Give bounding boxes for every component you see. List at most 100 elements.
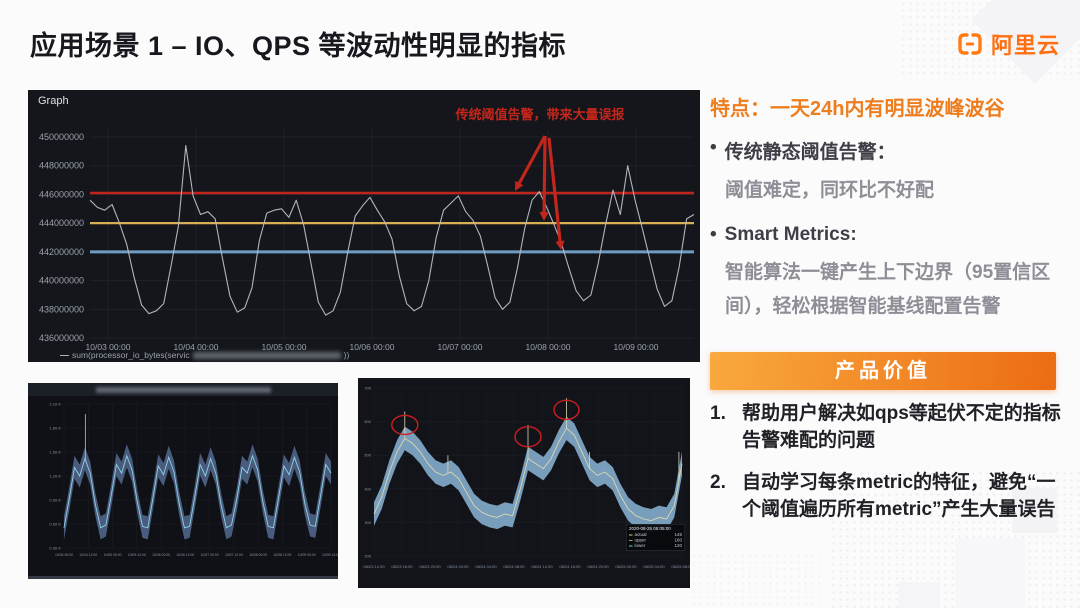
point-text: 帮助用户解决如qps等起伏不定的指标告警难配的问题 [742, 403, 1061, 451]
y-tick-label: 0.60 K [49, 522, 61, 527]
x-tick-label: 10/03 00:00 [86, 342, 131, 352]
bullet-traditional-threshold: • 传统静态阈值告警： [710, 137, 1060, 164]
y-tick-label: 1.80 K [49, 426, 61, 431]
x-tick-label: 10/09 00:00 [298, 553, 316, 557]
x-tick-label: 10/05 12:00 [128, 553, 146, 557]
y-tick-label: 0.90 K [49, 498, 61, 503]
bullet-description: 智能算法一键产生上下边界（95置信区间），轻松根据智能基线配置告警 [725, 262, 1051, 317]
bullet-marker: • [710, 137, 717, 158]
feature-text-column: 特点：一天24h内有明显波峰波谷 • 传统静态阈值告警： 阈值难定，同环比不好配… [710, 92, 1060, 324]
product-value-points: 1. 帮助用户解决如qps等起伏不定的指标告警难配的问题 2. 自动学习每条me… [710, 400, 1062, 538]
annotation-arrow-head [539, 211, 549, 221]
logo-brand-text: 阿里云 [990, 33, 1060, 58]
actual-series-line [373, 427, 683, 522]
y-tick-label: 1.50 K [49, 450, 61, 455]
panel-scrollbar [28, 576, 338, 579]
tooltip-row: upper 160 [629, 538, 682, 544]
alert-annotation-text: 传统阈值告警，带来大量误报 [455, 107, 625, 122]
x-tick-label: 08/23 12:00 [363, 564, 385, 569]
y-tick-label: 2.10 K [49, 402, 61, 407]
bullet-marker: • [710, 224, 717, 245]
corner-square-decor [1012, 488, 1057, 533]
grafana-main-chart-panel: 450000000 448000000 446000000 444000000 4420… [28, 90, 700, 362]
y-tick-label: 438000000 [39, 304, 84, 314]
x-tick-label: 08/25 08:00 [671, 564, 690, 569]
x-tick-label: 10/05 00:00 [262, 342, 307, 352]
product-value-point: 1. 帮助用户解决如qps等起伏不定的指标告警难配的问题 [710, 400, 1062, 454]
point-number: 2. [710, 472, 726, 493]
annotation-arrow-shaft [542, 135, 547, 213]
panel-titlebar [28, 383, 338, 396]
smartmetrics-band-chart-panel: 2.10 K 1.80 K 1.50 K 1.20 K 0.90 K 0.60 K 0.30… [28, 383, 338, 579]
banner-label: 产品价值 [835, 360, 931, 382]
bullet-description: 阈值难定，同环比不好配 [725, 180, 935, 201]
x-tick-label: 10/08 00:00 [526, 342, 571, 352]
actual-series-line [63, 454, 332, 529]
y-tick-label: 300 [364, 520, 371, 525]
tooltip-series-value: 145 [674, 532, 682, 537]
annotation-arrow-shaft [517, 135, 547, 184]
x-tick-label: 10/08 12:00 [273, 553, 291, 557]
x-tick-label: 10/05 00:00 [104, 553, 122, 557]
series-color-dash [629, 545, 633, 547]
chart-tooltip: 2020-08-25 05:05:00 actual 145 upper 160… [626, 524, 685, 551]
feature-title: 特点：一天24h内有明显波峰波谷 [710, 98, 1005, 120]
x-tick-label: 10/04 12:00 [79, 553, 97, 557]
series-color-dash [629, 534, 633, 536]
y-tick-label: 448000000 [39, 161, 84, 171]
tooltip-series-value: 160 [674, 537, 682, 543]
y-tick-label: 442000000 [39, 247, 84, 257]
page-title: 应用场景 1 – IO、QPS 等波动性明显的指标 [30, 31, 567, 61]
x-tick-label: 08/23 16:00 [391, 564, 413, 569]
panel-title: Graph [38, 95, 69, 107]
anomaly-circle [391, 414, 419, 436]
y-tick-label: 446000000 [39, 189, 84, 199]
x-tick-label: 08/24 08:00 [503, 564, 525, 569]
x-tick-label: 10/06 12:00 [176, 553, 194, 557]
bullet-smart-metrics: • Smart Metrics: [710, 224, 1060, 246]
x-tick-label: 08/25 04:00 [643, 564, 665, 569]
x-tick-label: 10/09 12:00 [322, 553, 338, 557]
x-tick-label: 10/06 00:00 [350, 342, 395, 352]
point-number: 1. [710, 403, 726, 424]
x-tick-label: 10/09 00:00 [614, 342, 659, 352]
annotation-arrow-head [515, 180, 524, 191]
x-tick-label: 08/24 20:00 [587, 564, 609, 569]
corner-square-decor [955, 538, 1025, 608]
chart-legend: — sum(processor_io_bytes(servic )) [60, 349, 349, 361]
x-tick-label: 08/24 12:00 [531, 564, 553, 569]
x-tick-label: 08/23 20:00 [419, 564, 441, 569]
tooltip-date: 2020-08-25 05:05:00 [629, 526, 671, 531]
anomaly-band-chart: 700 600 500 400 300 200 08/23 12:00 08/23 16:00… [363, 386, 690, 570]
tooltip-series-name: upper [634, 537, 647, 543]
confidence-band [64, 444, 331, 540]
metric-series-line [89, 145, 695, 316]
annotation-arrow-head [555, 240, 565, 250]
y-tick-label: 400 [364, 486, 371, 491]
y-tick-label: 600 [364, 419, 371, 424]
y-tick-label: 444000000 [39, 218, 84, 228]
point-text: 自动学习每条metric的特征，避免“一个阈值遍历所有metric”产生大量误告 [742, 472, 1056, 520]
x-tick-label: 08/24 04:00 [475, 564, 497, 569]
legend-text-prefix: sum(processor_io_bytes(servic [72, 350, 190, 360]
bullet-label: 传统静态阈值告警： [724, 142, 896, 163]
io-bytes-line-chart: 450000000 448000000 446000000 444000000 4420… [39, 130, 695, 352]
x-tick-label: 10/04 00:00 [55, 553, 73, 557]
y-tick-label: 450000000 [39, 132, 84, 142]
corner-dot-pattern [690, 552, 820, 608]
tooltip-row: lower 120 [629, 543, 682, 549]
product-value-point: 2. 自动学习每条metric的特征，避免“一个阈值遍历所有metric”产生大… [710, 469, 1062, 523]
y-tick-label: 700 [364, 386, 371, 391]
x-tick-label: 08/24 00:00 [447, 564, 469, 569]
redacted-legend-text [192, 351, 341, 359]
alibaba-cloud-logo: 阿里云 [955, 28, 1060, 60]
y-tick-label: 500 [364, 453, 371, 458]
corner-square-decor [898, 582, 940, 608]
tooltip-series-name: lower [634, 543, 646, 548]
legend-text-suffix: )) [343, 350, 350, 360]
anomaly-band-chart-panel: 700 600 500 400 300 200 08/23 12:00 08/23 16:00… [358, 378, 690, 588]
y-tick-label: 200 [364, 554, 371, 559]
tooltip-series-name: actual [634, 532, 647, 537]
series-color-dash [629, 539, 633, 541]
